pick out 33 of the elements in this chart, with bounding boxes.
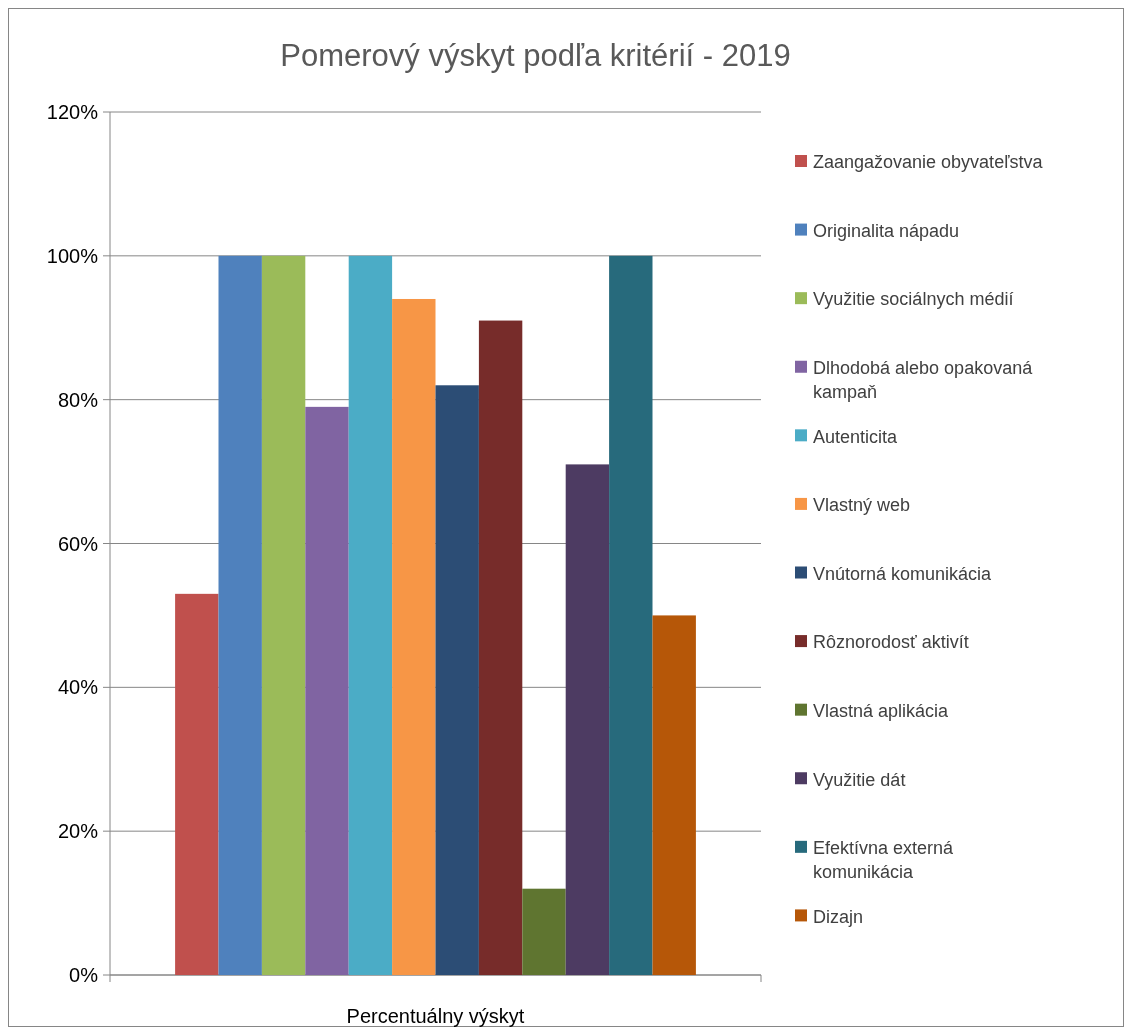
legend-label: Autenticita <box>813 426 899 447</box>
y-tick-label: 0% <box>69 964 99 986</box>
y-tick-label: 60% <box>57 532 99 555</box>
legend-label: Rôznorodosť aktivít <box>813 632 969 653</box>
bar <box>348 255 393 975</box>
legend-label: Využitie sociálnych médií <box>813 289 1014 310</box>
bar <box>652 615 696 975</box>
legend-label: Vnútorná komunikácia <box>813 563 993 584</box>
y-tick-label: 80% <box>57 388 99 411</box>
bar <box>435 385 479 975</box>
bar <box>478 320 523 975</box>
bar <box>175 593 219 975</box>
bar <box>305 406 349 975</box>
legend-label: Dizajn <box>813 906 864 927</box>
x-tick-label: Percentuálny výskyt <box>346 1005 525 1027</box>
legend-label: Originalita nápadu <box>813 220 960 241</box>
legend-label: Dlhodobá alebo opakovaná kampaň <box>813 358 1034 403</box>
bar <box>522 888 566 975</box>
y-tick-label: 20% <box>57 820 99 843</box>
y-tick-label: 100% <box>46 244 99 267</box>
legend-label: Zaangažovanie obyvateľstva <box>813 152 1044 173</box>
legend-label: Efektívna externá komunikácia <box>813 838 955 883</box>
bar <box>218 255 262 975</box>
bar <box>392 298 436 975</box>
legend-label: Využitie dát <box>813 769 906 790</box>
legend-label: Vlastný web <box>813 495 911 516</box>
bar <box>261 255 306 975</box>
bar <box>609 255 653 975</box>
y-tick-label: 40% <box>57 676 99 699</box>
y-tick-label: 120% <box>46 101 99 123</box>
bar <box>565 464 610 975</box>
chart-title: Pomerový výskyt podľa kritérií - 2019 <box>280 38 791 73</box>
legend-label: Vlastná aplikácia <box>813 700 950 721</box>
